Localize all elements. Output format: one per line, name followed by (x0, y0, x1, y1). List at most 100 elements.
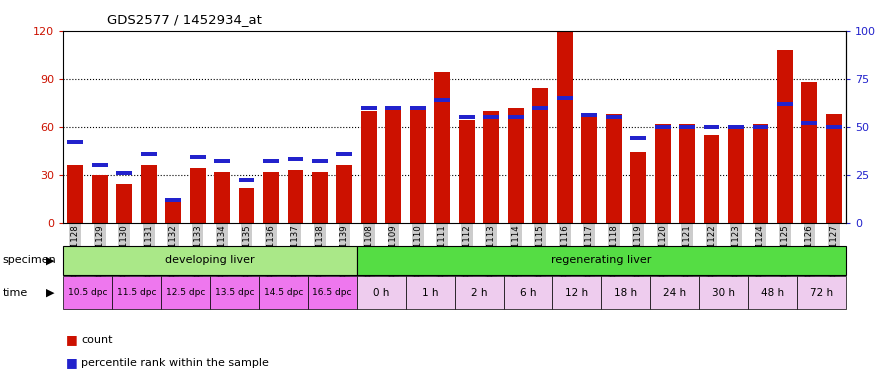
Bar (406, 276, 455, 309)
Bar (259, 276, 308, 309)
Bar (606, 114, 621, 223)
Bar (704, 135, 719, 223)
Bar (581, 117, 597, 223)
Text: 12.5 dpc: 12.5 dpc (165, 288, 205, 297)
Bar (556, 31, 572, 223)
Bar (288, 157, 304, 161)
Bar (434, 72, 451, 223)
Text: 30 h: 30 h (712, 288, 735, 298)
Bar (337, 165, 353, 223)
Bar (312, 172, 328, 223)
Bar (190, 156, 206, 159)
Bar (728, 125, 744, 129)
Bar (458, 120, 475, 223)
Bar (165, 200, 181, 223)
Text: 12 h: 12 h (565, 288, 589, 298)
Text: percentile rank within the sample: percentile rank within the sample (81, 358, 270, 368)
Bar (361, 106, 377, 109)
Bar (410, 109, 426, 223)
Bar (263, 172, 279, 223)
Bar (63, 246, 357, 275)
Text: time: time (3, 288, 28, 298)
Bar (434, 98, 451, 102)
Bar (239, 187, 255, 223)
Bar (581, 113, 597, 117)
Bar (654, 124, 670, 223)
Text: 10.5 dpc: 10.5 dpc (67, 288, 108, 297)
Bar (507, 115, 524, 119)
Bar (728, 127, 744, 223)
Bar (357, 276, 406, 309)
Bar (410, 106, 426, 109)
Bar (826, 114, 842, 223)
Text: regenerating liver: regenerating liver (551, 255, 652, 265)
Text: 16.5 dpc: 16.5 dpc (312, 288, 352, 297)
Bar (288, 170, 304, 223)
Bar (214, 172, 230, 223)
Bar (337, 152, 353, 156)
Text: 6 h: 6 h (520, 288, 536, 298)
Bar (556, 96, 572, 100)
Bar (141, 165, 157, 223)
Bar (483, 111, 500, 223)
Bar (802, 121, 817, 125)
Bar (532, 106, 548, 109)
Bar (752, 124, 768, 223)
Bar (630, 136, 646, 140)
Text: ■: ■ (66, 333, 77, 346)
Text: ▶: ▶ (46, 288, 54, 298)
Bar (654, 125, 670, 129)
Bar (92, 175, 108, 223)
Bar (67, 140, 83, 144)
Bar (748, 276, 797, 309)
Text: ■: ■ (66, 356, 77, 369)
Bar (161, 276, 210, 309)
Bar (699, 276, 748, 309)
Bar (308, 276, 357, 309)
Text: 0 h: 0 h (373, 288, 389, 298)
Bar (704, 125, 719, 129)
Bar (312, 159, 328, 163)
Bar (116, 184, 132, 223)
Bar (483, 115, 500, 119)
Bar (116, 171, 132, 175)
Text: 2 h: 2 h (471, 288, 487, 298)
Bar (650, 276, 699, 309)
Text: 48 h: 48 h (761, 288, 784, 298)
Bar (385, 106, 402, 109)
Bar (826, 125, 842, 129)
Text: 72 h: 72 h (810, 288, 833, 298)
Bar (165, 198, 181, 202)
Bar (507, 108, 524, 223)
Bar (63, 276, 112, 309)
Text: count: count (81, 335, 113, 345)
Bar (458, 115, 475, 119)
Bar (802, 82, 817, 223)
Text: 18 h: 18 h (614, 288, 637, 298)
Text: 24 h: 24 h (663, 288, 686, 298)
Bar (357, 246, 846, 275)
Bar (67, 165, 83, 223)
Bar (630, 152, 646, 223)
Bar (190, 168, 206, 223)
Text: 1 h: 1 h (422, 288, 438, 298)
Text: 13.5 dpc: 13.5 dpc (214, 288, 254, 297)
Text: developing liver: developing liver (165, 255, 255, 265)
Bar (385, 109, 402, 223)
Bar (141, 152, 157, 156)
Bar (92, 163, 108, 167)
Bar (752, 125, 768, 129)
Bar (777, 102, 793, 106)
Text: specimen: specimen (3, 255, 56, 265)
Bar (361, 111, 377, 223)
Text: ▶: ▶ (46, 255, 54, 265)
Bar (503, 276, 552, 309)
Bar (797, 276, 846, 309)
Bar (601, 276, 650, 309)
Bar (210, 276, 259, 309)
Bar (263, 159, 279, 163)
Text: 11.5 dpc: 11.5 dpc (116, 288, 156, 297)
Bar (214, 159, 230, 163)
Bar (239, 179, 255, 182)
Bar (606, 115, 621, 119)
